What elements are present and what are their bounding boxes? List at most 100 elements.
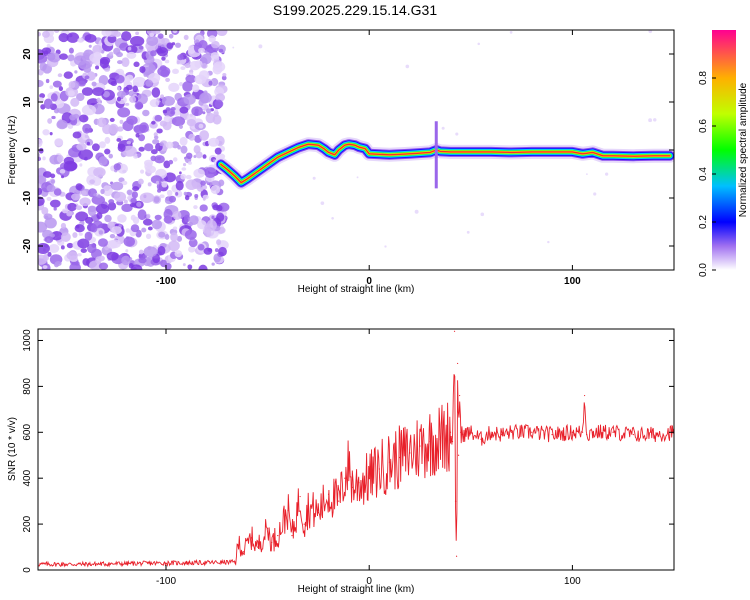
noise-blob bbox=[93, 167, 106, 178]
noise-blob bbox=[110, 181, 124, 191]
snr-point bbox=[242, 551, 244, 553]
snr-point bbox=[551, 433, 553, 436]
snr-ytick-label: 800 bbox=[22, 378, 33, 395]
noise-blob bbox=[131, 191, 138, 199]
noise-blob bbox=[178, 81, 183, 87]
noise-blob bbox=[132, 216, 140, 225]
noise-blob bbox=[59, 53, 68, 60]
spectrogram-ytick-label: 20 bbox=[22, 48, 33, 60]
snr-ytick-label: 0 bbox=[22, 567, 33, 573]
noise-blob bbox=[123, 199, 128, 204]
noise-blob bbox=[203, 228, 212, 238]
noise-blob bbox=[111, 226, 122, 235]
noise-blob bbox=[143, 246, 158, 258]
colorbar-tick-label: 0.2 bbox=[698, 215, 709, 229]
signal-track-layer-6 bbox=[220, 143, 671, 184]
noise-blob bbox=[151, 120, 156, 125]
noise-blob bbox=[60, 222, 67, 229]
snr-ytick-label: 1000 bbox=[22, 329, 33, 352]
noise-blob bbox=[99, 56, 111, 65]
snr-point bbox=[271, 541, 273, 544]
noise-blob bbox=[155, 180, 160, 185]
noise-blob bbox=[63, 160, 77, 172]
noise-blob bbox=[98, 141, 106, 149]
noise-blob bbox=[104, 67, 110, 72]
noise-blob bbox=[84, 34, 97, 43]
noise-blob bbox=[166, 42, 174, 49]
noise-blob bbox=[38, 147, 44, 154]
noise-blob bbox=[214, 99, 224, 109]
noise-blob bbox=[91, 195, 105, 205]
noise-blob bbox=[57, 73, 63, 78]
snr-frame bbox=[37, 328, 675, 571]
noise-blob bbox=[67, 202, 77, 212]
noise-blob bbox=[135, 31, 140, 36]
snr-point bbox=[368, 477, 370, 479]
noise-blob bbox=[74, 70, 78, 74]
noise-speck bbox=[258, 44, 263, 49]
noise-blob bbox=[72, 232, 78, 238]
noise-blob bbox=[60, 245, 65, 250]
noise-blob bbox=[50, 93, 58, 102]
colorbar-tick-label: 0.8 bbox=[698, 71, 709, 85]
noise-blob bbox=[106, 251, 119, 261]
noise-blob bbox=[161, 180, 168, 188]
noise-blob bbox=[38, 187, 43, 196]
noise-blob bbox=[151, 219, 163, 230]
noise-blob bbox=[106, 240, 118, 249]
snr-point bbox=[510, 431, 513, 433]
noise-speck bbox=[480, 212, 485, 217]
noise-blob bbox=[86, 141, 91, 146]
noise-blob bbox=[139, 192, 155, 203]
noise-blob bbox=[184, 63, 191, 69]
spectrogram-xtick-label: 0 bbox=[366, 276, 372, 287]
noise-blob bbox=[218, 246, 227, 257]
noise-blob bbox=[98, 74, 109, 86]
spectrogram-ylabel: Frequency (Hz) bbox=[7, 116, 18, 185]
noise-blob bbox=[108, 123, 119, 135]
noise-speck bbox=[331, 216, 334, 220]
noise-speck bbox=[509, 31, 513, 34]
noise-blob bbox=[63, 71, 73, 79]
snr-point bbox=[388, 461, 391, 463]
noise-blob bbox=[183, 191, 188, 196]
noise-blob bbox=[121, 203, 133, 213]
noise-blob bbox=[73, 55, 87, 66]
noise-blob bbox=[188, 133, 196, 141]
snr-point bbox=[490, 431, 492, 433]
noise-blob bbox=[117, 143, 126, 152]
noise-blob bbox=[38, 31, 41, 37]
noise-speck bbox=[547, 240, 550, 244]
noise-blob bbox=[175, 180, 184, 191]
noise-blob bbox=[59, 169, 66, 174]
noise-blob bbox=[214, 248, 219, 253]
noise-blob bbox=[210, 52, 220, 59]
noise-blob bbox=[172, 68, 179, 75]
noise-blob bbox=[51, 230, 63, 241]
snr-point bbox=[632, 433, 634, 436]
snr-xlabel: Height of straight line (km) bbox=[298, 584, 415, 595]
noise-blob bbox=[197, 220, 207, 230]
noise-blob bbox=[119, 119, 124, 125]
noise-blob bbox=[185, 174, 192, 180]
noise-speck bbox=[605, 172, 609, 176]
chart-title: S199.2025.229.15.14.G31 bbox=[273, 2, 437, 18]
noise-blob bbox=[154, 114, 163, 122]
colorbar-gradient bbox=[712, 30, 736, 270]
noise-blob bbox=[171, 141, 180, 149]
noise-blob bbox=[75, 205, 83, 211]
noise-blob bbox=[123, 236, 135, 247]
noise-blob bbox=[202, 154, 207, 159]
noise-blob bbox=[87, 205, 97, 217]
noise-blob bbox=[115, 51, 123, 58]
snr-point bbox=[287, 509, 289, 511]
noise-blob bbox=[116, 96, 122, 102]
noise-blob bbox=[58, 33, 69, 43]
noise-blob bbox=[168, 240, 180, 252]
noise-blob bbox=[202, 111, 206, 115]
noise-blob bbox=[125, 74, 134, 82]
noise-blob bbox=[129, 95, 137, 103]
noise-blob bbox=[117, 214, 127, 223]
noise-blob bbox=[204, 167, 217, 178]
